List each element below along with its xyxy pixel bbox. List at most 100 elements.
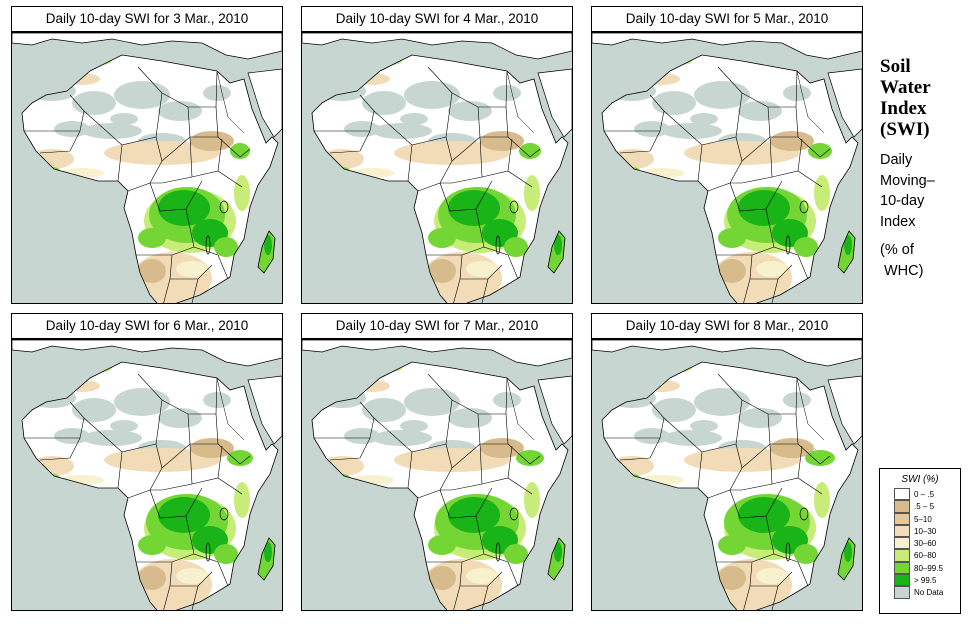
lake-victoria [799,507,809,521]
legend-item: 60–80 [880,549,960,562]
legend-label: > 99.5 [914,576,937,586]
lake-tanganyika [785,235,791,255]
africa-map [11,32,283,304]
side-title-line: Soil [880,56,911,77]
side-subtitle-line: 10-day [880,193,925,209]
lake-victoria [799,200,809,214]
map-panel: Daily 10-day SWI for 3 Mar., 2010 [11,6,283,304]
legend-label: 5–10 [914,514,932,524]
legend-swatch [894,561,910,575]
country-borders [314,66,541,303]
legend-swatch [894,549,910,562]
legend-swatch [894,537,910,550]
arabia-landmass [247,375,282,445]
legend: SWI (%) 0 – .5 .5 – 5 5–10 10–30 30–60 60–80 8… [879,468,961,614]
swi-fill [318,364,565,610]
africa-map [591,32,863,304]
lake-victoria [219,507,229,521]
legend-label: 0 – .5 [914,490,935,499]
arabia-landmass [827,375,862,445]
europe-landmass [592,33,862,60]
lake-tanganyika [205,235,211,255]
africa-map [301,32,573,304]
legend-item: 80–99.5 [880,561,960,575]
coastline [311,54,569,303]
country-borders [24,66,251,303]
swi-fill [318,57,565,303]
africa-map [11,339,283,611]
arabia-landmass [247,68,282,138]
madagascar-coastline [837,537,856,581]
europe-landmass [302,33,572,60]
map-panel: Daily 10-day SWI for 5 Mar., 2010 [591,6,863,304]
legend-item: 10–30 [880,524,960,538]
side-title: Soil Water Index (SWI) [880,56,931,140]
africa-map [301,339,573,611]
lake-tanganyika [495,235,501,255]
side-subtitle-line: Index [880,213,916,230]
side-subtitle-line: Moving– [880,172,935,189]
panel-title: Daily 10-day SWI for 5 Mar., 2010 [591,6,863,32]
side-subtitle-line: Daily [880,152,913,168]
legend-label: 30–60 [914,539,937,549]
country-borders [604,66,831,303]
coastline [601,361,859,610]
country-borders [604,373,831,610]
country-borders [314,373,541,610]
legend-swatch [894,488,910,501]
lake-tanganyika [495,542,501,562]
europe-landmass [302,340,572,367]
legend-label: 60–80 [914,551,937,561]
side-subtitle: Daily Moving– 10-day Index [880,150,935,232]
legend-label: No Data [914,588,944,598]
nile-line [216,377,245,441]
side-unit-line: (% of [880,242,914,258]
legend-item: .5 – 5 [880,500,960,513]
panel-title: Daily 10-day SWI for 7 Mar., 2010 [301,313,573,339]
map-panel: Daily 10-day SWI for 8 Mar., 2010 [591,313,863,611]
panel-title: Daily 10-day SWI for 4 Mar., 2010 [301,6,573,32]
legend-title: SWI (%) [901,474,939,485]
nile-line [506,70,535,134]
europe-landmass [12,33,282,60]
nile-line [506,377,535,441]
side-unit-line: WHC) [884,262,924,279]
legend-swatch [894,574,910,587]
madagascar-coastline [257,230,276,274]
nile-line [216,70,245,134]
madagascar-coastline [547,230,566,274]
map-panel: Daily 10-day SWI for 7 Mar., 2010 [301,313,573,611]
country-borders [24,373,251,610]
legend-swatch [894,524,910,538]
arabia-landmass [537,68,572,138]
legend-swatch [894,586,910,599]
coastline [21,361,279,610]
lake-tanganyika [785,542,791,562]
side-title-line: Water [880,77,931,98]
lake-victoria [509,200,519,214]
nile-line [796,377,825,441]
swi-fill [28,57,275,303]
europe-landmass [592,340,862,367]
legend-label: .5 – 5 [914,502,935,512]
legend-item: > 99.5 [880,574,960,587]
legend-swatch [894,500,910,513]
side-unit: (% of WHC) [880,240,923,281]
arabia-landmass [537,375,572,445]
panel-title: Daily 10-day SWI for 3 Mar., 2010 [11,6,283,32]
map-panel: Daily 10-day SWI for 6 Mar., 2010 [11,313,283,611]
coastline [601,54,859,303]
legend-item: 30–60 [880,537,960,550]
legend-label: 80–99.5 [914,563,943,573]
africa-map [591,339,863,611]
legend-item: 0 – .5 [880,488,960,501]
legend-swatch [894,512,910,525]
legend-label: 10–30 [914,526,937,536]
legend-item: No Data [880,586,960,599]
side-title-line: Index [880,98,927,119]
map-panel: Daily 10-day SWI for 4 Mar., 2010 [301,6,573,304]
panel-title: Daily 10-day SWI for 6 Mar., 2010 [11,313,283,339]
legend-item: 5–10 [880,512,960,525]
side-title-line: (SWI) [880,119,930,140]
madagascar-coastline [547,537,566,581]
